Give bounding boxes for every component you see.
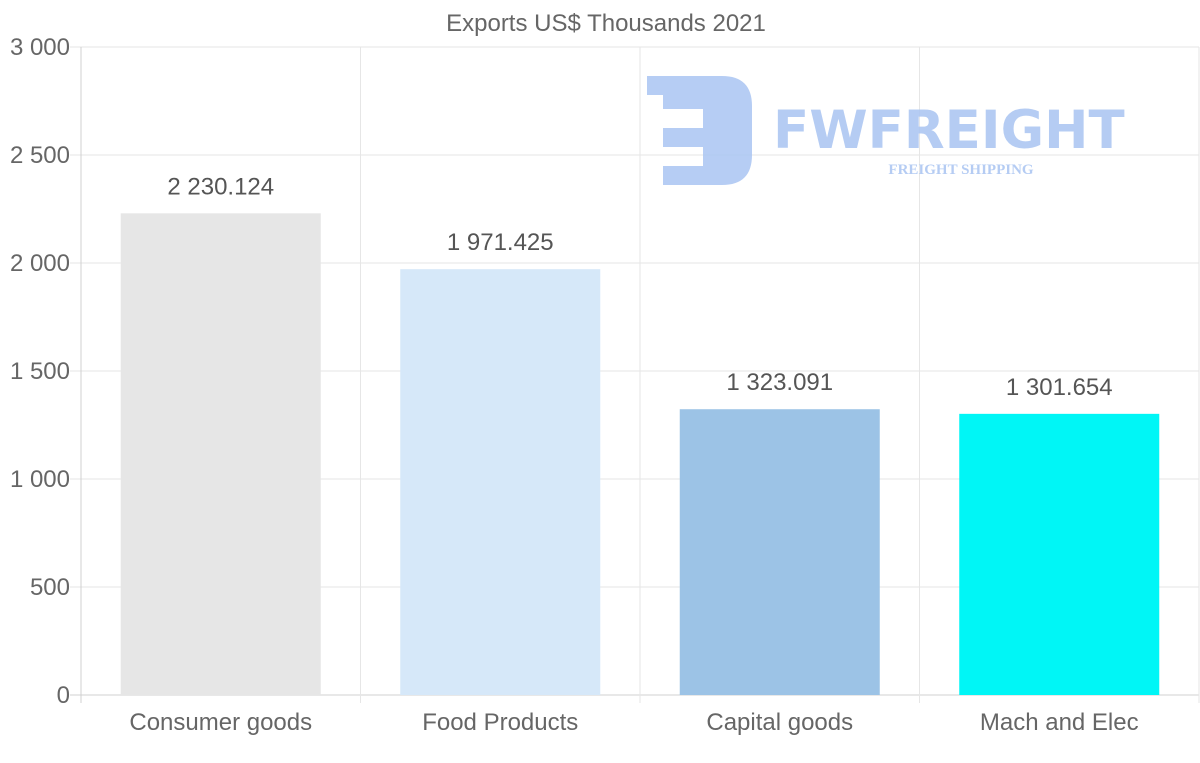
y-tick-label: 0 <box>57 682 70 709</box>
x-axis-ticks: Consumer goods Food Products Capital goods… <box>129 709 1138 736</box>
data-label: 1 301.654 <box>1006 374 1113 401</box>
x-tick-label: Capital goods <box>706 709 853 736</box>
data-label: 2 230.124 <box>167 173 274 200</box>
watermark-brand: FWFREIGHT <box>773 100 1125 161</box>
logo-mark-icon <box>647 76 752 185</box>
y-tick-label: 2 000 <box>10 250 70 277</box>
y-tick-label: 1 000 <box>10 466 70 493</box>
x-tick-label: Mach and Elec <box>980 709 1139 736</box>
bars <box>120 213 1160 695</box>
bar[interactable] <box>400 269 601 695</box>
y-axis-ticks: 0 500 1 000 1 500 2 000 2 500 3 000 <box>10 34 70 709</box>
y-tick-label: 500 <box>30 574 70 601</box>
y-tick-label: 1 500 <box>10 358 70 385</box>
y-tick-label: 3 000 <box>10 34 70 61</box>
bar[interactable] <box>120 213 321 695</box>
bar[interactable] <box>679 409 880 695</box>
bar[interactable] <box>959 413 1160 695</box>
x-tick-label: Food Products <box>422 709 578 736</box>
data-label: 1 323.091 <box>726 369 833 396</box>
x-tick-label: Consumer goods <box>129 709 312 736</box>
value-labels: 2 230.124 1 971.425 1 323.091 1 301.654 <box>167 173 1112 401</box>
chart-title: Exports US$ Thousands 2021 <box>446 10 766 37</box>
data-label: 1 971.425 <box>447 229 554 256</box>
fwfreight-logo: FWFREIGHT FREIGHT SHIPPING <box>647 76 1125 185</box>
watermark-tagline: FREIGHT SHIPPING <box>888 162 1033 178</box>
y-tick-label: 2 500 <box>10 142 70 169</box>
